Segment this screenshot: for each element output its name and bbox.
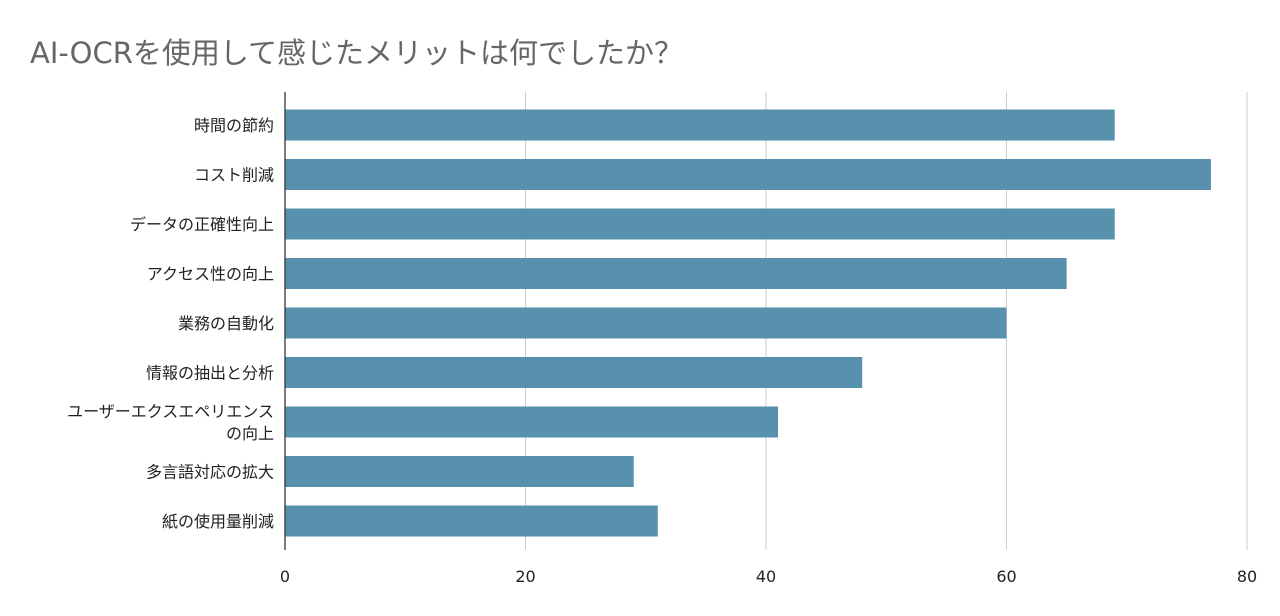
category-label: データの正確性向上 <box>130 215 274 234</box>
category-label: コスト削減 <box>194 166 274 185</box>
category-label: 紙の使用量削減 <box>162 512 274 531</box>
category-label: 業務の自動化 <box>178 314 274 333</box>
bar <box>285 159 1211 190</box>
x-tick-label: 60 <box>996 567 1016 586</box>
bar <box>285 208 1115 240</box>
category-label: 多言語対応の拡大 <box>146 463 274 482</box>
bar <box>285 258 1067 289</box>
bar <box>285 456 634 487</box>
bar <box>285 505 658 537</box>
bar <box>285 109 1115 141</box>
chart-title: AI-OCRを使用して感じたメリットは何でしたか？ <box>30 36 684 70</box>
category-label: の向上 <box>226 424 274 443</box>
x-tick-label: 40 <box>756 567 776 586</box>
x-tick-label: 0 <box>280 567 290 586</box>
bar <box>285 406 779 438</box>
category-label: アクセス性の向上 <box>147 265 274 284</box>
x-tick-label: 20 <box>515 567 535 586</box>
x-tick-label: 80 <box>1237 567 1257 586</box>
category-label: 時間の節約 <box>194 116 274 135</box>
category-label: 情報の抽出と分析 <box>146 364 274 383</box>
bar <box>285 357 863 388</box>
bar <box>285 307 1007 339</box>
category-label: ユーザーエクスエペリエンス <box>67 402 274 421</box>
